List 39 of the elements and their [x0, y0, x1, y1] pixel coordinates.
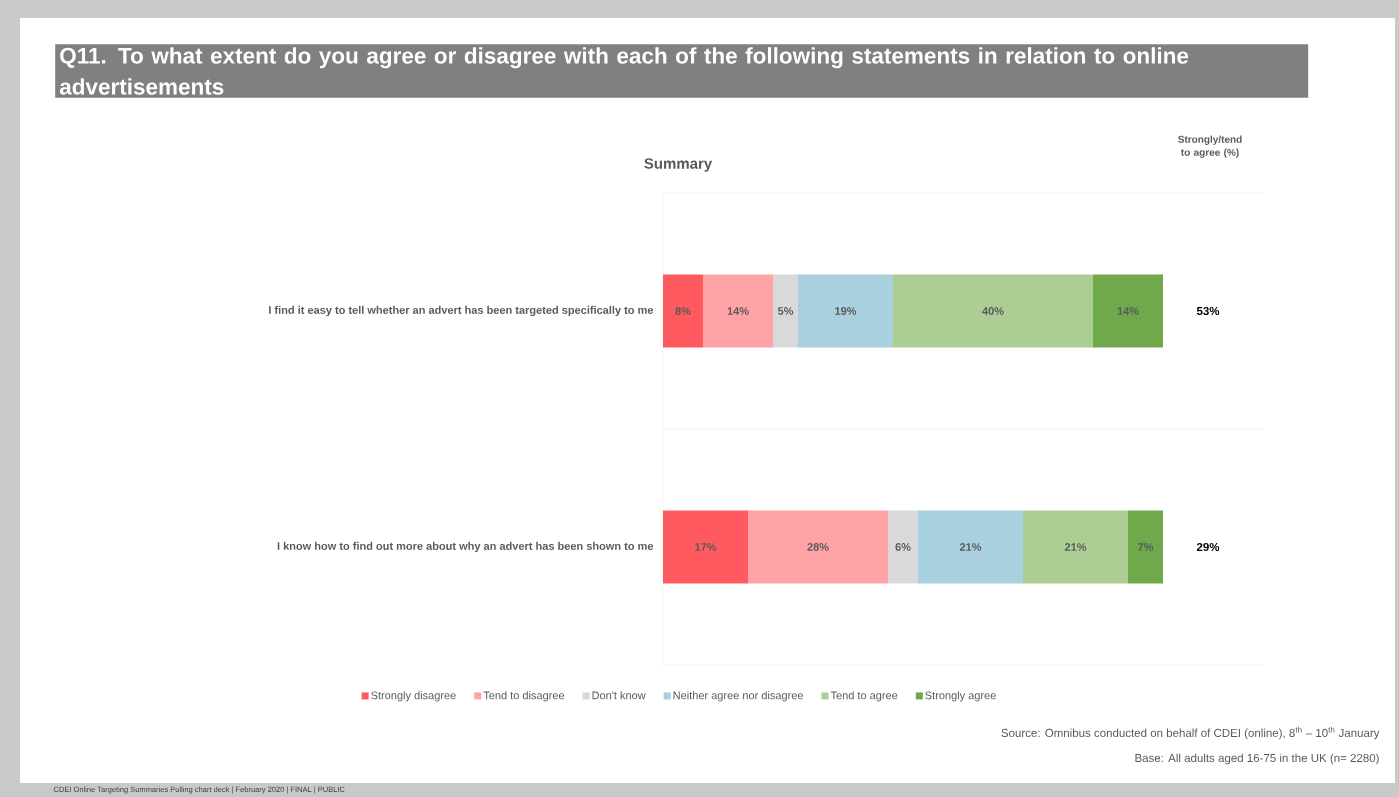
data-label: 8% — [675, 307, 691, 315]
bar — [663, 510, 749, 584]
bar — [748, 510, 888, 584]
text: 53% — [1196, 306, 1220, 316]
text: Base: All adults aged 16-75 in the UK (n= 2280) — [1135, 753, 1379, 765]
bar — [773, 274, 798, 348]
legend-label: Don't know — [592, 691, 646, 700]
data-label: 21% — [1064, 543, 1087, 551]
legend-label: Neither agree nor disagree — [673, 691, 803, 702]
data-label: 19% — [835, 307, 857, 315]
bar — [703, 274, 774, 348]
data-label: 6% — [895, 543, 911, 551]
bar — [893, 274, 1093, 348]
data-label: 5% — [777, 307, 794, 315]
source-note: Source: Omnibus conducted on behalf of CDEI (online), 8$^{th}$ – 10$^{th}$ January — [1001, 726, 1380, 740]
bar — [888, 510, 919, 584]
text: Strongly/tend to agree (%) — [1178, 135, 1242, 158]
data-label: 7% — [1138, 543, 1154, 551]
y-tick-label: I find it easy to tell whether an advert has been targeted specifically to me — [269, 305, 654, 317]
legend-label: Tend to disagree — [483, 691, 565, 702]
legend-label: Strongly agree — [925, 691, 996, 702]
chart-subtitle: Summary — [644, 158, 713, 172]
bar — [918, 510, 1024, 584]
bar — [1128, 510, 1163, 584]
legend-label: Strongly disagree — [371, 691, 456, 702]
bar — [1023, 510, 1129, 584]
text: 29% — [1196, 542, 1220, 552]
bar — [663, 274, 704, 348]
data-label: 14% — [1117, 307, 1139, 315]
chart-title: Q11. To what extent do you agree or disagree with each of the following statements in relation to online advertisements — [59, 47, 1189, 95]
data-label: 17% — [695, 543, 717, 551]
bar — [1093, 274, 1163, 348]
data-label: 14% — [727, 307, 749, 315]
data-label: 21% — [959, 543, 982, 551]
data-label: 28% — [807, 543, 829, 551]
legend-label: Tend to agree — [830, 691, 898, 702]
bar — [798, 274, 894, 348]
data-label: 40% — [982, 307, 1004, 315]
y-tick-label: I know how to find out more about why an advert has been shown to me — [277, 541, 654, 553]
